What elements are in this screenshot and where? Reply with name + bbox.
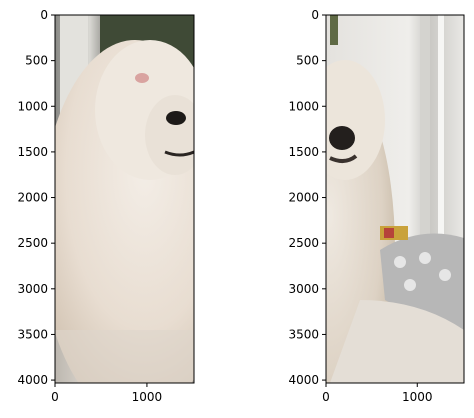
y-tick-label: 3000 <box>17 282 48 296</box>
y-ticks-right: 0 500 1000 1500 2000 2500 3000 3500 4000 <box>288 8 326 387</box>
x-tick-label: 0 <box>51 390 59 404</box>
axes-frame-right <box>325 14 465 384</box>
y-tick-label: 1000 <box>288 99 319 113</box>
y-tick-label: 500 <box>296 54 319 68</box>
y-tick-label: 3500 <box>17 327 48 341</box>
image-right <box>326 15 464 383</box>
x-ticks-right: 0 1000 <box>322 383 433 404</box>
axes-right: 0 500 1000 1500 2000 2500 3000 3500 4000 0 1000 <box>288 8 465 404</box>
x-ticks-left: 0 1000 <box>51 383 162 404</box>
x-tick-label: 0 <box>322 390 330 404</box>
x-tick-label: 1000 <box>402 390 433 404</box>
y-tick-label: 2000 <box>17 191 48 205</box>
y-tick-label: 1500 <box>288 145 319 159</box>
y-tick-label: 2500 <box>288 236 319 250</box>
y-tick-label: 2000 <box>288 191 319 205</box>
y-tick-label: 0 <box>40 8 48 22</box>
y-tick-label: 500 <box>25 54 48 68</box>
y-tick-label: 0 <box>311 8 319 22</box>
y-tick-label: 4000 <box>17 373 48 387</box>
y-tick-label: 1000 <box>17 99 48 113</box>
y-ticks-left: 0 500 1000 1500 2000 2500 3000 3500 4000 <box>17 8 55 387</box>
axes-left: 0 500 1000 1500 2000 2500 3000 3500 4000 0 1000 <box>17 8 195 404</box>
y-tick-label: 4000 <box>288 373 319 387</box>
image-left <box>55 15 194 383</box>
y-tick-label: 3000 <box>288 282 319 296</box>
y-tick-label: 2500 <box>17 236 48 250</box>
y-tick-label: 3500 <box>288 327 319 341</box>
x-tick-label: 1000 <box>132 390 163 404</box>
y-tick-label: 1500 <box>17 145 48 159</box>
axes-frame-left <box>54 14 195 384</box>
